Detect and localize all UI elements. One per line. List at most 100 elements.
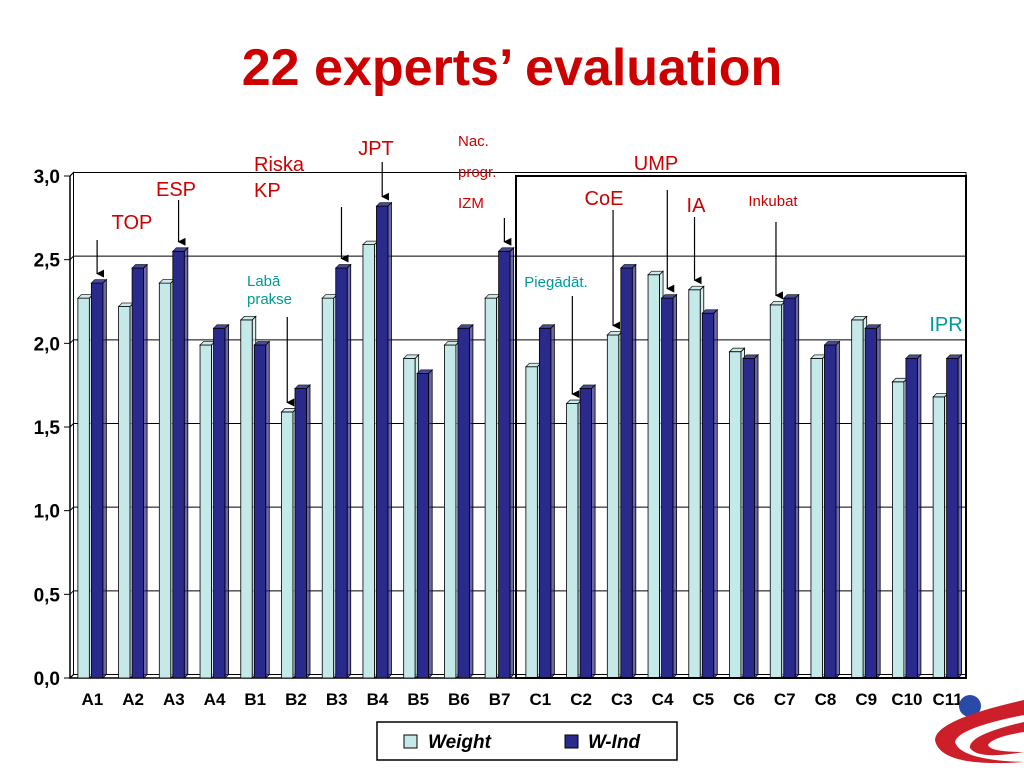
- x-tick-label: C7: [774, 690, 796, 709]
- x-tick-label: C6: [733, 690, 755, 709]
- bar-w-ind: [90, 282, 104, 679]
- bar-weight: [158, 282, 172, 679]
- x-tick-label: B6: [448, 690, 470, 709]
- x-tick-label: B2: [285, 690, 307, 709]
- y-tick-label: 0,0: [34, 669, 60, 690]
- bar-w-ind: [620, 267, 633, 679]
- annotation-label: ESP: [156, 179, 196, 201]
- x-tick-label: B3: [326, 690, 348, 709]
- bar-weight: [484, 297, 498, 679]
- bar-w-ind: [946, 357, 959, 679]
- bar-w-ind: [701, 312, 715, 679]
- legend-swatch-w-ind: [564, 734, 579, 749]
- bar-weight: [362, 244, 375, 679]
- bar-weight: [240, 319, 253, 679]
- bar-weight: [444, 344, 457, 679]
- bar-weight: [525, 366, 538, 679]
- bar-w-ind-side: [917, 353, 922, 679]
- bar-w-ind-side: [591, 384, 596, 679]
- bar-weight: [647, 274, 660, 679]
- bar-w-ind-side: [713, 308, 718, 679]
- bar-w-ind: [131, 267, 144, 679]
- gridline: [69, 172, 966, 177]
- bar-weight: [403, 357, 416, 679]
- x-tick-label: C1: [529, 690, 551, 709]
- bar-w-ind: [824, 344, 837, 679]
- bar-w-ind: [905, 357, 918, 679]
- annotation-label: TOP: [112, 212, 153, 234]
- bar-weight: [892, 381, 905, 679]
- x-tick-label: B5: [407, 690, 429, 709]
- x-tick-label: C8: [815, 690, 837, 709]
- bar-weight: [606, 334, 620, 679]
- annotation-label: Piegādāt.: [524, 274, 587, 291]
- legend-box: [376, 721, 678, 761]
- bar-w-ind-side: [306, 384, 311, 679]
- y-tick-label: 1,5: [34, 418, 61, 439]
- bar-w-ind: [294, 388, 307, 679]
- bar-weight: [810, 357, 823, 679]
- bar-w-ind-side: [346, 263, 352, 679]
- gridline: [69, 255, 966, 261]
- bar-w-ind: [579, 388, 592, 679]
- y-tick-label: 0,5: [34, 585, 61, 606]
- legend-label-weight: Weight: [428, 732, 492, 753]
- bar-weight: [199, 344, 212, 679]
- bar-w-ind-side: [672, 293, 677, 679]
- bar-w-ind-side: [550, 323, 555, 679]
- bar-w-ind: [457, 327, 470, 679]
- bar-weight: [688, 289, 701, 679]
- bar-w-ind-side: [428, 368, 433, 679]
- bar-w-ind-side: [876, 323, 881, 679]
- y-tick-label: 1,0: [34, 502, 60, 523]
- x-tick-label: A2: [122, 690, 144, 709]
- legend: Weight W-Ind: [376, 721, 678, 761]
- x-tick-label: A3: [163, 690, 185, 709]
- bar-w-ind-side: [387, 201, 392, 679]
- bar-weight: [77, 297, 90, 679]
- x-tick-label: C4: [652, 690, 674, 709]
- annotation-label: Riska KP: [254, 154, 305, 202]
- logo-dot: [959, 695, 981, 717]
- bar-w-ind: [376, 205, 389, 679]
- x-tick-label: B7: [489, 690, 511, 709]
- bar-w-ind: [213, 327, 226, 679]
- bar-weight: [118, 306, 131, 679]
- bar-w-ind-side: [143, 263, 148, 679]
- x-tick-label: B1: [244, 690, 266, 709]
- annotation-label: JPT: [358, 138, 394, 160]
- y-tick-label: 2,0: [34, 334, 60, 355]
- legend-swatch-weight: [403, 734, 418, 749]
- logo-swoosh: [935, 700, 1024, 764]
- bar-w-ind-side: [224, 323, 229, 679]
- bar-w-ind-side: [509, 246, 515, 679]
- bar-w-ind: [498, 250, 511, 679]
- bar-weight: [932, 396, 946, 679]
- annotation-label: IPR: [929, 314, 962, 336]
- bar-w-ind-side: [265, 340, 270, 679]
- bar-weight: [566, 403, 579, 679]
- bar-w-ind: [538, 327, 552, 679]
- x-tick-label: C5: [692, 690, 714, 709]
- logo: [935, 695, 1024, 764]
- bar-w-ind-side: [102, 278, 107, 679]
- bar-w-ind-side: [835, 340, 840, 679]
- bar-w-ind-side: [957, 353, 963, 679]
- bar-w-ind: [253, 344, 267, 679]
- bar-w-ind-side: [183, 246, 189, 679]
- bar-w-ind: [416, 373, 430, 679]
- legend-label-w-ind: W-Ind: [588, 732, 640, 753]
- annotation-label: CoE: [585, 188, 624, 210]
- annotation-label: Inkubat: [748, 193, 798, 210]
- x-tick-label: C11: [933, 690, 963, 709]
- x-tick-label: C2: [570, 690, 592, 709]
- bar-w-ind: [661, 297, 674, 679]
- bar-w-ind: [864, 327, 878, 679]
- annotation-label: IA: [687, 195, 707, 217]
- c-group-frame: [515, 175, 967, 679]
- bar-w-ind-side: [469, 323, 474, 679]
- annotation-label: Nac. progr. IZM: [458, 133, 496, 212]
- bar-weight: [281, 411, 294, 679]
